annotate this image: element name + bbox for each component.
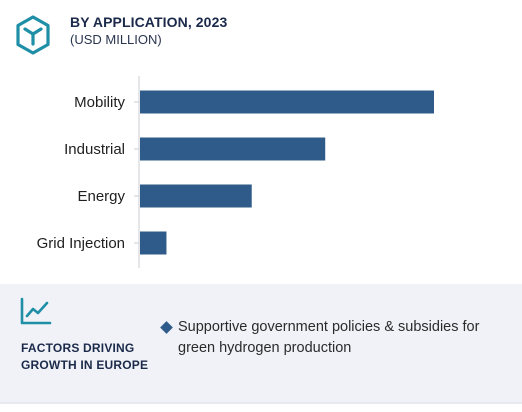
bar <box>140 184 252 208</box>
bar <box>140 231 167 255</box>
factors-panel: FACTORS DRIVING GROWTH IN EUROPE Support… <box>0 284 522 402</box>
trend-chart-icon <box>20 297 52 325</box>
bar-chart: Mobility Industrial Energy Grid Injection <box>37 76 434 268</box>
chart-marks: Mobility Industrial Energy Grid Injection <box>37 76 434 268</box>
category-label: Energy <box>77 188 125 205</box>
category-label: Industrial <box>64 141 125 158</box>
factors-title: FACTORS DRIVING GROWTH IN EUROPE <box>21 341 149 372</box>
factor-text: Supportive government policies & subsidi… <box>178 319 480 356</box>
divider <box>0 402 522 404</box>
chart-subtitle: (USD MILLION) <box>70 32 162 47</box>
cube-icon <box>16 15 50 55</box>
bar <box>140 137 326 161</box>
bar <box>140 90 434 114</box>
category-label: Grid Injection <box>37 235 125 252</box>
category-label: Mobility <box>74 94 125 111</box>
factor-item: Supportive government policies & subsidi… <box>160 317 502 359</box>
chart-title: BY APPLICATION, 2023 <box>70 14 228 30</box>
header-text: BY APPLICATION, 2023 (USD MILLION) <box>70 14 227 47</box>
